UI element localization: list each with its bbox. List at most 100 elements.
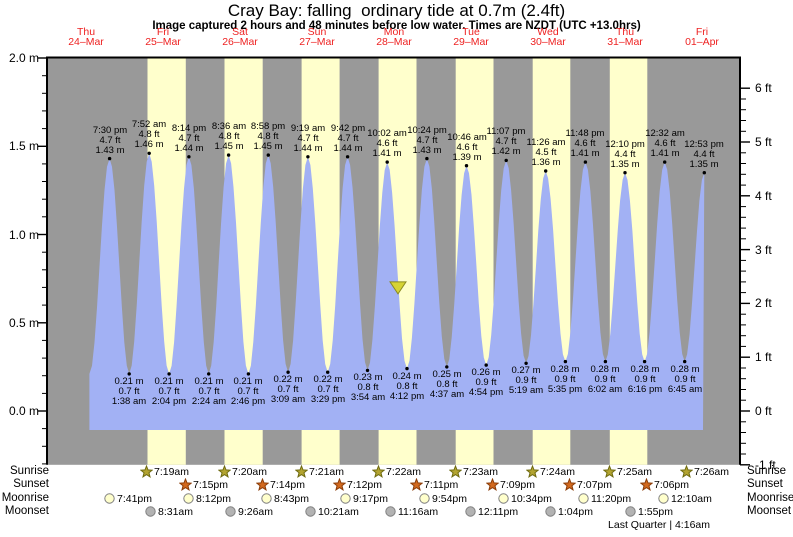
high-tide-label: 12:32 am 4.6 ft 1.41 m xyxy=(645,128,685,159)
page-title: Cray Bay: falling ordinary tide at 0.7m … xyxy=(227,1,566,20)
high-tide-dot xyxy=(385,160,389,164)
sunset-star-icon xyxy=(410,478,423,491)
low-tide-label: 0.24 m 0.8 ft 4:12 pm xyxy=(389,371,425,402)
sunrise-time: 7:25am xyxy=(617,465,653,478)
moonrise-time: 7:41pm xyxy=(117,492,153,505)
high-tide-label: 10:24 pm 4.7 ft 1.43 m xyxy=(407,125,447,156)
high-tide-dot xyxy=(583,160,588,164)
sunrise-star-icon xyxy=(603,465,616,478)
moonrise-time: 10:34pm xyxy=(511,492,552,505)
low-tide-label: 0.28 m 0.9 ft 6:16 pm xyxy=(627,364,663,395)
low-tide-label: 0.22 m 0.7 ft 3:29 pm xyxy=(310,374,346,405)
low-tide-label: 0.26 m 0.9 ft 4:54 pm xyxy=(468,367,504,398)
low-tide-label: 0.21 m 0.7 ft 2:24 am xyxy=(191,376,227,407)
moonrise-event: 9:54pm xyxy=(418,492,467,505)
ft-axis-label: 6 ft xyxy=(755,81,772,95)
m-axis-label: 1.0 m xyxy=(8,228,39,242)
m-axis-label: 0.0 m xyxy=(8,404,39,418)
high-tide-label: 7:52 am 4.8 ft 1.46 m xyxy=(131,119,167,150)
moonrise-event: 10:34pm xyxy=(497,492,552,505)
moonset-circle-icon xyxy=(465,506,476,517)
sunset-star-icon xyxy=(333,478,346,491)
m-axis-label: 2.0 m xyxy=(8,51,39,65)
moonset-circle-icon xyxy=(145,506,156,517)
high-tide-dot xyxy=(702,171,706,175)
astronomy-row-label-right-moonrise: Moonrise xyxy=(747,492,793,504)
moonrise-time: 9:17pm xyxy=(353,492,389,505)
astronomy-row-label-right-sunrise: Sunrise xyxy=(747,465,786,477)
low-tide-dot xyxy=(642,359,647,364)
low-tide-label: 0.21 m 0.7 ft 2:04 pm xyxy=(151,376,187,407)
astronomy-row-label-right-sunset: Sunset xyxy=(747,478,783,490)
low-tide-dot xyxy=(603,359,608,364)
moonrise-event: 11:20pm xyxy=(577,492,631,505)
moonset-time: 12:11pm xyxy=(478,505,519,518)
sunrise-time: 7:26am xyxy=(694,465,730,478)
moonrise-time: 11:20pm xyxy=(591,492,632,505)
high-tide-dot xyxy=(504,158,508,163)
ft-axis-label: 0 ft xyxy=(755,404,772,418)
moonrise-circle-icon xyxy=(104,493,115,504)
moonrise-time: 12:10am xyxy=(671,492,712,505)
low-tide-dot xyxy=(127,372,131,376)
sunset-time: 7:12pm xyxy=(347,478,383,491)
sunrise-event: 7:23am xyxy=(449,465,498,478)
moonset-event: 11:16am xyxy=(384,505,438,518)
moonrise-time: 8:12pm xyxy=(196,492,232,505)
chart-subtitle: Image captured 2 hours and 48 minutes be… xyxy=(152,20,641,32)
ft-axis-label: 4 ft xyxy=(755,189,772,203)
high-tide-label: 11:07 pm 4.7 ft 1.42 m xyxy=(486,126,526,157)
sunset-star-icon xyxy=(486,478,499,491)
moonset-event: 1:55pm xyxy=(624,505,673,518)
day-label: Wed 30–Mar xyxy=(530,26,566,48)
moonset-event: 10:21am xyxy=(304,505,359,518)
moonrise-circle-icon xyxy=(419,493,430,504)
astronomy-row-label-left-moonset: Moonset xyxy=(4,505,49,517)
high-tide-label: 11:26 am 4.5 ft 1.36 m xyxy=(526,137,566,168)
sunrise-time: 7:23am xyxy=(463,465,499,478)
sunrise-star-icon xyxy=(680,465,693,478)
ft-axis-label: 5 ft xyxy=(755,135,772,149)
sunset-time: 7:11pm xyxy=(424,478,459,491)
high-tide-dot xyxy=(147,151,151,155)
m-axis-label: 0.5 m xyxy=(8,316,39,330)
moonrise-event: 12:10am xyxy=(657,492,712,505)
high-tide-label: 11:48 pm 4.6 ft 1.41 m xyxy=(565,128,605,159)
low-tide-label: 0.21 m 0.7 ft 1:38 am xyxy=(111,376,147,407)
sunrise-event: 7:24am xyxy=(526,465,575,478)
low-tide-dot xyxy=(286,370,290,374)
high-tide-label: 8:58 pm 4.8 ft 1.45 m xyxy=(250,121,286,152)
m-axis-label: 1.5 m xyxy=(8,139,39,153)
sunrise-time: 7:22am xyxy=(386,465,422,478)
moonset-event: 12:11pm xyxy=(464,505,518,518)
moonset-time: 10:21am xyxy=(318,505,359,518)
ft-axis-label: 2 ft xyxy=(755,296,772,310)
low-tide-dot xyxy=(167,372,171,376)
day-label: Fri 01–Apr xyxy=(685,26,719,48)
low-tide-dot xyxy=(484,363,488,367)
sunset-event: 7:14pm xyxy=(256,478,305,491)
moonrise-circle-icon xyxy=(658,493,669,504)
day-label: Thu 24–Mar xyxy=(68,26,104,48)
plot-frame xyxy=(46,56,741,465)
sunset-event: 7:12pm xyxy=(333,478,382,491)
low-tide-label: 0.23 m 0.8 ft 3:54 am xyxy=(350,372,386,403)
moonset-circle-icon xyxy=(225,506,236,517)
moonrise-circle-icon xyxy=(498,493,509,504)
sunrise-star-icon xyxy=(526,465,539,478)
sunset-star-icon xyxy=(256,478,269,491)
low-tide-dot xyxy=(683,359,687,364)
sunrise-time: 7:21am xyxy=(309,465,345,478)
sunset-star-icon xyxy=(179,478,192,491)
low-tide-dot xyxy=(207,372,211,376)
day-label: Fri 25–Mar xyxy=(145,26,181,48)
day-label: Mon 28–Mar xyxy=(376,26,412,48)
high-tide-label: 8:36 am 4.8 ft 1.45 m xyxy=(211,121,247,152)
day-label: Tue 29–Mar xyxy=(453,26,489,48)
sunset-event: 7:11pm xyxy=(410,478,458,491)
low-tide-dot xyxy=(246,372,251,376)
sunrise-star-icon xyxy=(295,465,308,478)
moonrise-event: 8:12pm xyxy=(182,492,231,505)
high-tide-label: 8:14 pm 4.7 ft 1.44 m xyxy=(171,123,207,154)
high-tide-dot xyxy=(266,153,270,157)
